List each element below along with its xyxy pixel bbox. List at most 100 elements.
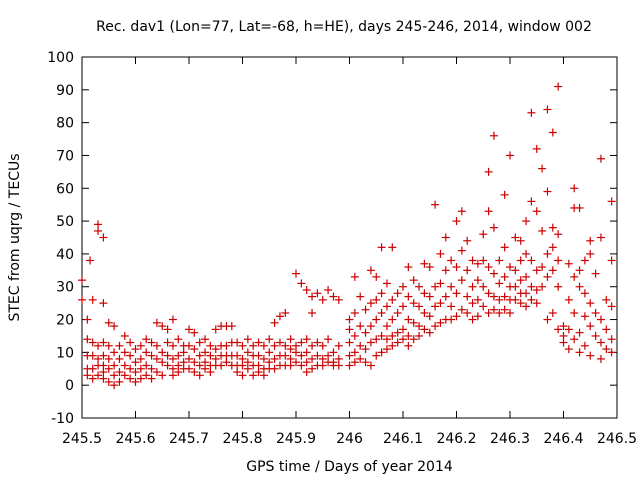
data-point [318, 341, 327, 350]
data-point [259, 341, 268, 350]
data-point [302, 348, 311, 357]
data-point [152, 354, 161, 363]
data-point [489, 223, 498, 232]
data-point [99, 338, 108, 347]
data-point [83, 335, 92, 344]
data-point [329, 292, 338, 301]
data-point [281, 341, 290, 350]
data-point [286, 345, 295, 354]
data-point [297, 361, 306, 370]
data-point [324, 335, 333, 344]
data-point [308, 308, 317, 317]
data-point [190, 345, 199, 354]
data-point [265, 348, 274, 357]
data-point [399, 282, 407, 291]
data-point [190, 328, 199, 337]
data-point [415, 331, 424, 340]
data-point [522, 302, 531, 311]
data-point [356, 292, 365, 301]
data-point [543, 105, 552, 114]
data-point [527, 108, 536, 117]
data-point [559, 322, 568, 331]
data-point [415, 322, 424, 331]
data-point [463, 292, 472, 301]
data-point [409, 318, 418, 327]
data-point [243, 364, 252, 373]
data-point [254, 368, 263, 377]
data-point [345, 361, 354, 370]
data-point [596, 354, 605, 363]
data-point [345, 325, 354, 334]
data-point [356, 354, 365, 363]
data-point [602, 345, 611, 354]
data-point [297, 338, 306, 347]
data-point [83, 371, 92, 380]
data-point [516, 299, 525, 308]
data-point [136, 354, 145, 363]
data-point [345, 315, 354, 324]
data-point [575, 328, 584, 337]
data-point [377, 348, 386, 357]
data-point [120, 331, 129, 340]
data-point [591, 308, 600, 317]
data-point [457, 305, 466, 314]
data-point [270, 354, 279, 363]
data-point [554, 282, 563, 291]
data-point [457, 246, 466, 255]
data-point [404, 263, 413, 272]
data-point [350, 308, 359, 317]
x-tick-label: 246.4 [543, 431, 583, 447]
x-tick-label: 245.8 [222, 431, 262, 447]
data-point [564, 295, 573, 304]
data-point [286, 335, 295, 344]
data-point [548, 223, 557, 232]
data-point [158, 371, 167, 380]
data-point [126, 338, 135, 347]
data-point [201, 348, 210, 357]
data-point [302, 286, 311, 295]
data-point [575, 282, 584, 291]
data-point [345, 338, 354, 347]
data-point [195, 361, 204, 370]
data-point [372, 315, 381, 324]
data-point [366, 361, 375, 370]
data-point [607, 348, 616, 357]
data-point [94, 341, 103, 350]
data-point [292, 269, 300, 278]
data-point [452, 312, 461, 321]
data-point [372, 335, 381, 344]
data-point [131, 368, 140, 377]
data-point [404, 315, 413, 324]
data-point [377, 308, 386, 317]
data-point [506, 308, 514, 317]
data-point [532, 299, 541, 308]
data-point [559, 338, 568, 347]
data-point [152, 318, 161, 327]
data-point [104, 341, 113, 350]
data-point [479, 256, 488, 265]
data-point [222, 358, 231, 367]
data-point [388, 331, 397, 340]
data-point [393, 308, 402, 317]
data-point [350, 348, 359, 357]
data-point [596, 315, 605, 324]
data-point [163, 325, 172, 334]
data-point [174, 368, 183, 377]
data-point [185, 354, 193, 363]
data-point [441, 266, 450, 275]
data-point [575, 348, 584, 357]
y-tick-label: 50 [56, 214, 74, 230]
data-point [527, 295, 536, 304]
data-point [286, 361, 295, 370]
data-point [586, 351, 595, 360]
data-point [99, 233, 108, 242]
data-point [388, 295, 397, 304]
data-point [484, 207, 493, 216]
data-point [543, 187, 552, 196]
data-point [334, 341, 343, 350]
y-tick-label: 70 [56, 148, 74, 164]
data-point [104, 364, 113, 373]
data-point [345, 351, 354, 360]
data-point [243, 348, 252, 357]
data-point [425, 263, 434, 272]
